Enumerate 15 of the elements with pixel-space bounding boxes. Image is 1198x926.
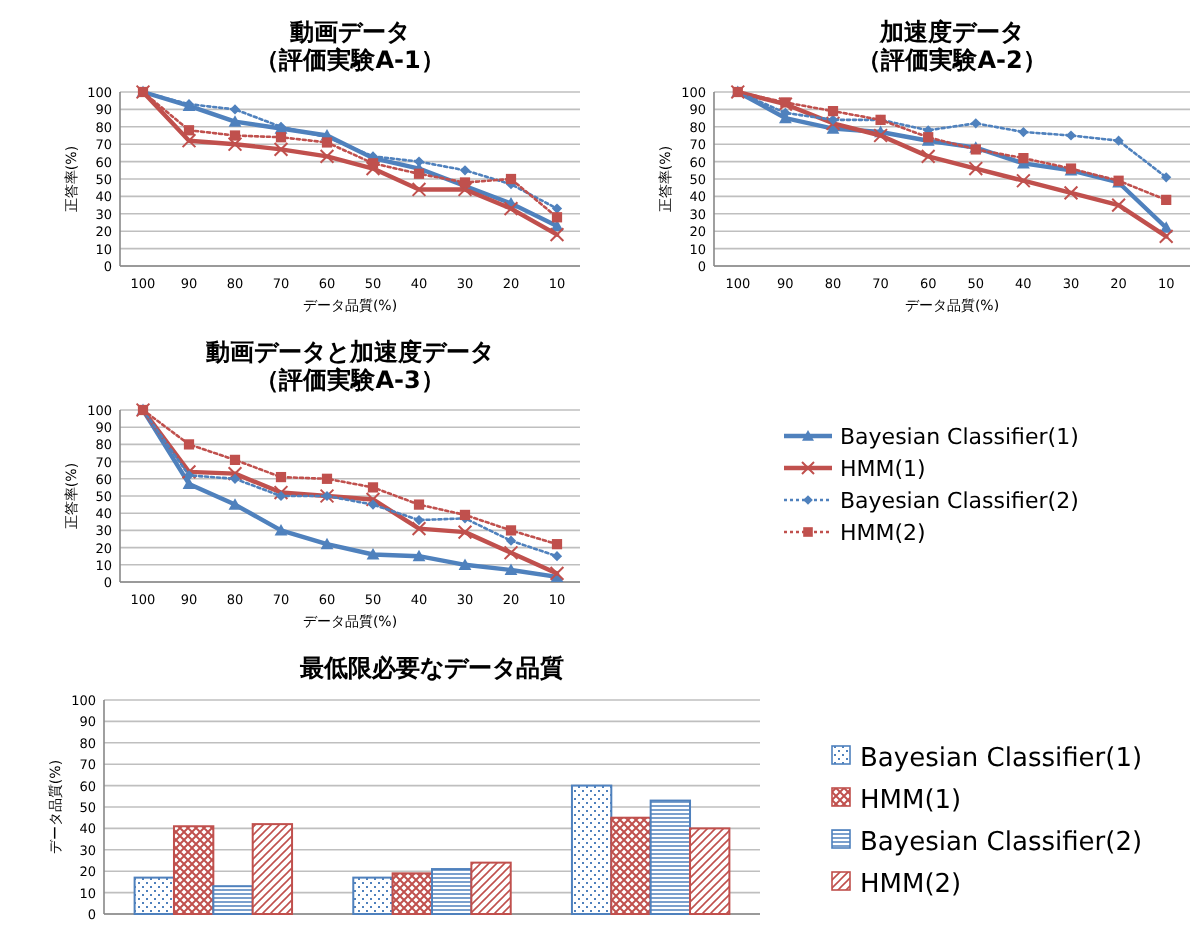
chart-title: 動画データ xyxy=(288,18,410,46)
chart-subtitle: （評価実験A-1） xyxy=(255,46,445,74)
legend-label: HMM(1) xyxy=(840,456,926,482)
chart-subtitle: （評価実験A-2） xyxy=(857,46,1047,74)
chart-subtitle: （評価実験A-3） xyxy=(255,366,445,394)
legend-label: Bayesian Classifier(1) xyxy=(860,744,1143,774)
legend-label: HMM(2) xyxy=(860,870,962,900)
legend-label: Bayesian Classifier(2) xyxy=(860,828,1143,858)
chart-title: 動画データと加速度データ xyxy=(204,338,494,366)
legend-label: Bayesian Classifier(2) xyxy=(840,488,1079,514)
legend-label: Bayesian Classifier(1) xyxy=(840,424,1079,450)
chart-title: 加速度データ xyxy=(878,18,1024,46)
legend-label: HMM(1) xyxy=(860,786,962,816)
legend-label: HMM(2) xyxy=(840,520,926,546)
chart-title: 最低限必要なデータ品質 xyxy=(298,654,564,682)
